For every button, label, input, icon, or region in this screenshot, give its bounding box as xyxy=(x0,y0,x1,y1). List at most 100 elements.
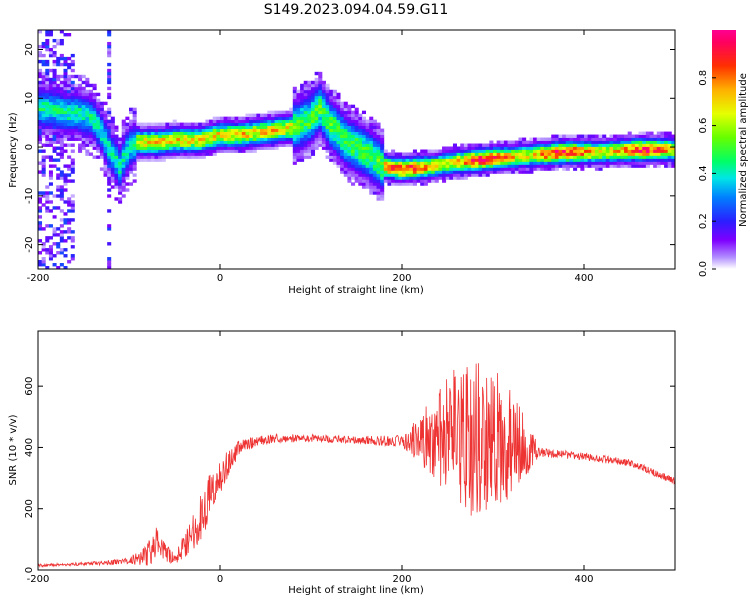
heatmap-cell xyxy=(249,122,254,126)
heatmap-cell xyxy=(642,155,647,159)
heatmap-cell xyxy=(78,113,83,118)
heatmap-cell xyxy=(361,116,366,121)
heatmap-cell xyxy=(67,173,72,177)
heatmap-cell xyxy=(321,128,326,132)
heatmap-cell xyxy=(332,110,337,115)
heatmap-cell xyxy=(405,167,410,171)
heatmap-cell xyxy=(52,158,57,162)
heatmap-cell xyxy=(165,131,170,135)
heatmap-cell xyxy=(74,137,79,141)
heatmap-cell xyxy=(543,146,548,150)
heatmap-cell xyxy=(398,182,403,186)
heatmap-cell xyxy=(656,137,661,141)
heatmap-cell xyxy=(420,167,425,171)
heatmap-cell xyxy=(307,140,312,144)
heatmap-cell xyxy=(118,143,123,147)
heatmap-cell xyxy=(314,89,319,94)
heatmap-cell xyxy=(471,164,476,168)
heatmap-cell xyxy=(372,125,377,129)
heatmap-cell xyxy=(223,146,228,150)
heatmap-cell xyxy=(394,164,399,168)
heatmap-cell xyxy=(361,122,366,126)
heatmap-cell xyxy=(48,209,53,213)
heatmap-cell xyxy=(358,137,363,141)
heatmap-cell xyxy=(325,92,330,97)
heatmap-cell xyxy=(671,155,675,159)
heatmap-cell xyxy=(176,155,181,159)
heatmap-cell xyxy=(256,125,261,129)
heatmap-cell xyxy=(172,137,177,141)
heatmap-cell xyxy=(230,128,235,132)
heatmap-cell xyxy=(456,161,461,165)
heatmap-cell xyxy=(194,131,199,135)
heatmap-cell xyxy=(216,131,221,135)
heatmap-cell xyxy=(627,137,632,141)
heatmap-cell xyxy=(270,116,275,121)
heatmap-cell xyxy=(420,155,425,159)
heatmap-cell xyxy=(351,140,356,144)
heatmap-cell xyxy=(107,224,112,228)
heatmap-cell xyxy=(642,164,647,168)
heatmap-cell xyxy=(329,158,334,162)
heatmap-cell xyxy=(307,86,312,91)
heatmap-cell xyxy=(493,143,498,147)
heatmap-cell xyxy=(41,242,46,246)
heatmap-cell xyxy=(471,155,476,159)
heatmap-cell xyxy=(41,59,46,64)
heatmap-cell xyxy=(183,137,188,141)
heatmap-cell xyxy=(303,119,308,124)
heatmap-cell xyxy=(296,101,301,106)
heatmap-cell xyxy=(307,110,312,115)
heatmap-cell xyxy=(667,155,672,159)
heatmap-cell xyxy=(107,122,112,126)
heatmap-cell xyxy=(354,131,359,135)
heatmap-cell xyxy=(56,86,61,91)
heatmap-cell xyxy=(63,230,68,234)
heatmap-cell xyxy=(129,134,134,138)
heatmap-cell xyxy=(463,176,468,180)
heatmap-cell xyxy=(434,179,439,183)
heatmap-cell xyxy=(78,107,83,112)
heatmap-cell xyxy=(361,167,366,171)
heatmap-cell xyxy=(434,155,439,159)
heatmap-cell xyxy=(78,74,83,79)
heatmap-cell xyxy=(70,98,75,103)
heatmap-cell xyxy=(372,182,377,186)
heatmap-cell xyxy=(463,170,468,174)
heatmap-cell xyxy=(292,104,297,109)
heatmap-cell xyxy=(671,161,675,165)
heatmap-cell xyxy=(63,74,68,79)
heatmap-cell xyxy=(456,158,461,162)
heatmap-cell xyxy=(260,146,265,150)
heatmap-cell xyxy=(121,194,126,198)
heatmap-cell xyxy=(48,89,53,94)
heatmap-cell xyxy=(88,116,93,121)
heatmap-cell xyxy=(471,167,476,171)
heatmap-cell xyxy=(634,137,639,141)
heatmap-cell xyxy=(489,161,494,165)
heatmap-cell xyxy=(638,146,643,150)
heatmap-cell xyxy=(263,122,268,126)
heatmap-cell xyxy=(78,143,83,147)
heatmap-cell xyxy=(423,158,428,162)
heatmap-cell xyxy=(41,92,46,97)
heatmap-cell xyxy=(485,170,490,174)
heatmap-cell xyxy=(529,170,534,174)
heatmap-cell xyxy=(434,158,439,162)
heatmap-cell xyxy=(110,161,115,165)
heatmap-cell xyxy=(667,149,672,153)
heatmap-cell xyxy=(292,152,297,156)
heatmap-cell xyxy=(110,131,115,135)
heatmap-cell xyxy=(38,263,43,267)
heatmap-cell xyxy=(605,137,610,141)
heatmap-cell xyxy=(125,128,130,132)
heatmap-cell xyxy=(70,230,75,234)
heatmap-cell xyxy=(420,158,425,162)
heatmap-cell xyxy=(110,140,115,144)
heatmap-cell xyxy=(107,140,112,144)
heatmap-cell xyxy=(554,152,559,156)
heatmap-cell xyxy=(92,143,97,147)
heatmap-cell xyxy=(351,182,356,186)
heatmap-cell xyxy=(45,41,50,46)
heatmap-cell xyxy=(343,119,348,124)
